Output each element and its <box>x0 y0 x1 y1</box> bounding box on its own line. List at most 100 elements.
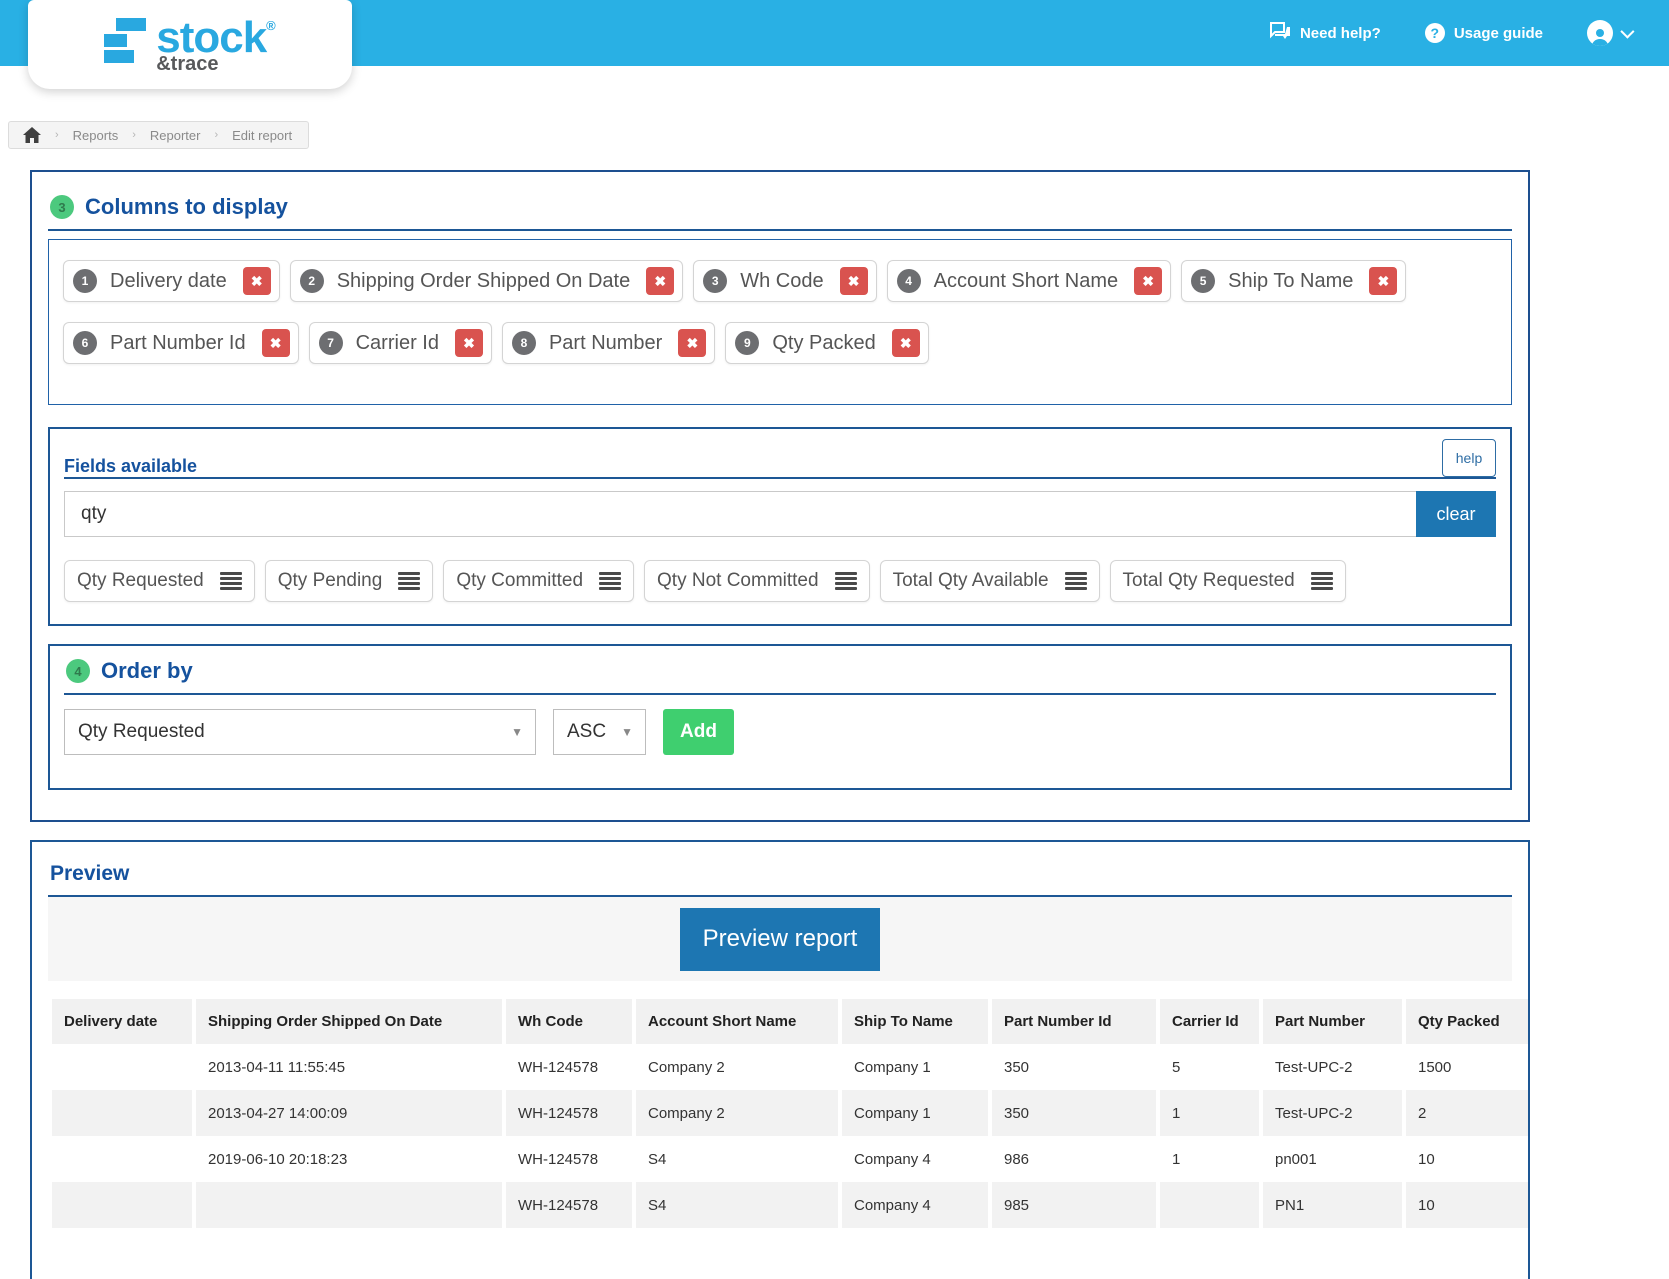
column-chip-account-short-name[interactable]: 4 Account Short Name ✖ <box>886 260 1172 302</box>
column-chip-carrier-id[interactable]: 7 Carrier Id ✖ <box>308 322 492 364</box>
drag-handle-icon[interactable] <box>599 572 622 590</box>
chip-label: Wh Code <box>740 269 824 292</box>
field-chip-label: Qty Not Committed <box>657 570 819 591</box>
need-help-link[interactable]: Need help? <box>1269 22 1381 44</box>
column-chip-qty-packed[interactable]: 9 Qty Packed ✖ <box>725 322 929 364</box>
logo-word: stock <box>156 12 267 62</box>
columns-section-title: Columns to display <box>85 194 288 219</box>
table-cell: Test-UPC-2 <box>1263 1044 1402 1090</box>
column-chip-part-number[interactable]: 8 Part Number ✖ <box>501 322 716 364</box>
chip-label: Delivery date <box>110 269 227 292</box>
selected-columns-box: 1 Delivery date ✖ 2 Shipping Order Shipped O… <box>48 239 1512 405</box>
preview-toolbar: Preview report <box>48 897 1512 981</box>
fields-available-box: Fields available help clear Qty Requeste… <box>48 427 1512 626</box>
usage-guide-link[interactable]: ? Usage guide <box>1424 23 1543 43</box>
remove-column-icon[interactable]: ✖ <box>891 329 920 357</box>
drag-handle-icon[interactable] <box>219 572 242 590</box>
table-header-cell: Account Short Name <box>636 999 838 1044</box>
remove-column-icon[interactable]: ✖ <box>242 267 271 295</box>
table-cell: 2019-06-10 20:18:23 <box>196 1136 502 1182</box>
remove-column-icon[interactable]: ✖ <box>678 329 707 357</box>
field-chip-qty-committed[interactable]: Qty Committed <box>443 560 635 602</box>
breadcrumb-separator: › <box>214 129 219 141</box>
field-search-input[interactable] <box>64 491 1416 537</box>
remove-column-icon[interactable]: ✖ <box>839 267 868 295</box>
chip-order-badge: 7 <box>318 331 343 355</box>
order-direction-value: ASC <box>567 721 607 742</box>
preview-report-button[interactable]: Preview report <box>680 907 880 971</box>
home-icon[interactable] <box>23 127 41 143</box>
stock-trace-logo-icon <box>104 16 147 69</box>
fields-available-rule <box>64 477 1496 479</box>
step-3-badge: 3 <box>50 195 74 219</box>
table-cell: Test-UPC-2 <box>1263 1090 1402 1136</box>
remove-column-icon[interactable]: ✖ <box>261 329 290 357</box>
drag-handle-icon[interactable] <box>834 572 857 590</box>
table-cell: Company 4 <box>842 1136 988 1182</box>
table-header-cell: Carrier Id <box>1160 999 1259 1044</box>
chat-icon <box>1269 22 1291 44</box>
caret-down-icon: ▼ <box>621 725 633 739</box>
table-cell: Company 1 <box>842 1090 988 1136</box>
field-chip-total-qty-available[interactable]: Total Qty Available <box>879 560 1100 602</box>
table-cell: Company 2 <box>636 1090 838 1136</box>
order-direction-select[interactable]: ASC ▼ <box>553 709 646 755</box>
logo-text: stock® &trace <box>156 12 276 75</box>
field-chip-qty-pending[interactable]: Qty Pending <box>264 560 434 602</box>
table-cell <box>196 1182 502 1228</box>
table-cell <box>52 1182 192 1228</box>
table-cell: 2013-04-27 14:00:09 <box>196 1090 502 1136</box>
drag-handle-icon[interactable] <box>1310 572 1333 590</box>
add-order-button[interactable]: Add <box>663 709 734 755</box>
column-chip-delivery-date[interactable]: 1 Delivery date ✖ <box>63 260 280 302</box>
table-cell <box>52 1136 192 1182</box>
preview-rule <box>48 895 1512 897</box>
table-cell: 1500 <box>1406 1044 1528 1090</box>
available-field-chips: Qty Requested Qty Pending Qty Committed Qty… <box>64 560 1496 602</box>
remove-column-icon[interactable]: ✖ <box>1369 267 1398 295</box>
clear-search-button[interactable]: clear <box>1416 491 1496 537</box>
remove-column-icon[interactable]: ✖ <box>1134 267 1163 295</box>
preview-table: Delivery date Shipping Order Shipped On D… <box>48 999 1528 1228</box>
table-cell: 2013-04-11 11:55:45 <box>196 1044 502 1090</box>
table-cell: pn001 <box>1263 1136 1402 1182</box>
breadcrumb-separator: › <box>132 129 136 141</box>
logo-card[interactable]: stock® &trace <box>28 0 352 89</box>
column-chip-part-number-id[interactable]: 6 Part Number Id ✖ <box>63 322 299 364</box>
column-chip-ship-to-name[interactable]: 5 Ship To Name ✖ <box>1181 260 1407 302</box>
chip-order-badge: 8 <box>511 331 536 355</box>
table-header-cell: Qty Packed <box>1406 999 1528 1044</box>
drag-handle-icon[interactable] <box>398 572 421 590</box>
table-cell: 1 <box>1160 1136 1259 1182</box>
table-header-cell: Delivery date <box>52 999 192 1044</box>
caret-down-icon: ▼ <box>511 725 523 739</box>
remove-column-icon[interactable]: ✖ <box>646 267 675 295</box>
remove-column-icon[interactable]: ✖ <box>454 329 483 357</box>
table-cell: 1 <box>1160 1090 1259 1136</box>
drag-handle-icon[interactable] <box>1064 572 1087 590</box>
table-cell: Company 2 <box>636 1044 838 1090</box>
table-header-row: Delivery date Shipping Order Shipped On D… <box>52 999 1528 1044</box>
user-menu[interactable] <box>1587 20 1635 46</box>
chip-label: Ship To Name <box>1228 269 1354 292</box>
order-field-select[interactable]: Qty Requested ▼ <box>64 709 536 755</box>
chip-order-badge: 3 <box>703 269 728 293</box>
column-chip-shipping-order-shipped-on-date[interactable]: 2 Shipping Order Shipped On Date ✖ <box>289 260 684 302</box>
field-chip-qty-not-committed[interactable]: Qty Not Committed <box>644 560 870 602</box>
order-by-box: 4 Order by Qty Requested ▼ ASC ▼ Add <box>48 644 1512 790</box>
help-button[interactable]: help <box>1442 439 1496 477</box>
logo-suffix: &trace <box>156 52 219 75</box>
question-circle-icon: ? <box>1424 23 1445 43</box>
table-cell: Company 4 <box>842 1182 988 1228</box>
table-cell: PN1 <box>1263 1182 1402 1228</box>
field-chip-qty-requested[interactable]: Qty Requested <box>64 560 255 602</box>
breadcrumb-reporter[interactable]: Reporter <box>149 127 201 143</box>
column-chip-wh-code[interactable]: 3 Wh Code ✖ <box>693 260 877 302</box>
field-chip-total-qty-requested[interactable]: Total Qty Requested <box>1109 560 1346 602</box>
chip-order-badge: 5 <box>1191 269 1216 293</box>
breadcrumb-reports[interactable]: Reports <box>72 127 119 143</box>
table-cell <box>52 1044 192 1090</box>
order-field-value: Qty Requested <box>78 721 205 742</box>
chip-order-badge: 2 <box>299 269 324 293</box>
field-chip-label: Qty Requested <box>77 570 204 591</box>
